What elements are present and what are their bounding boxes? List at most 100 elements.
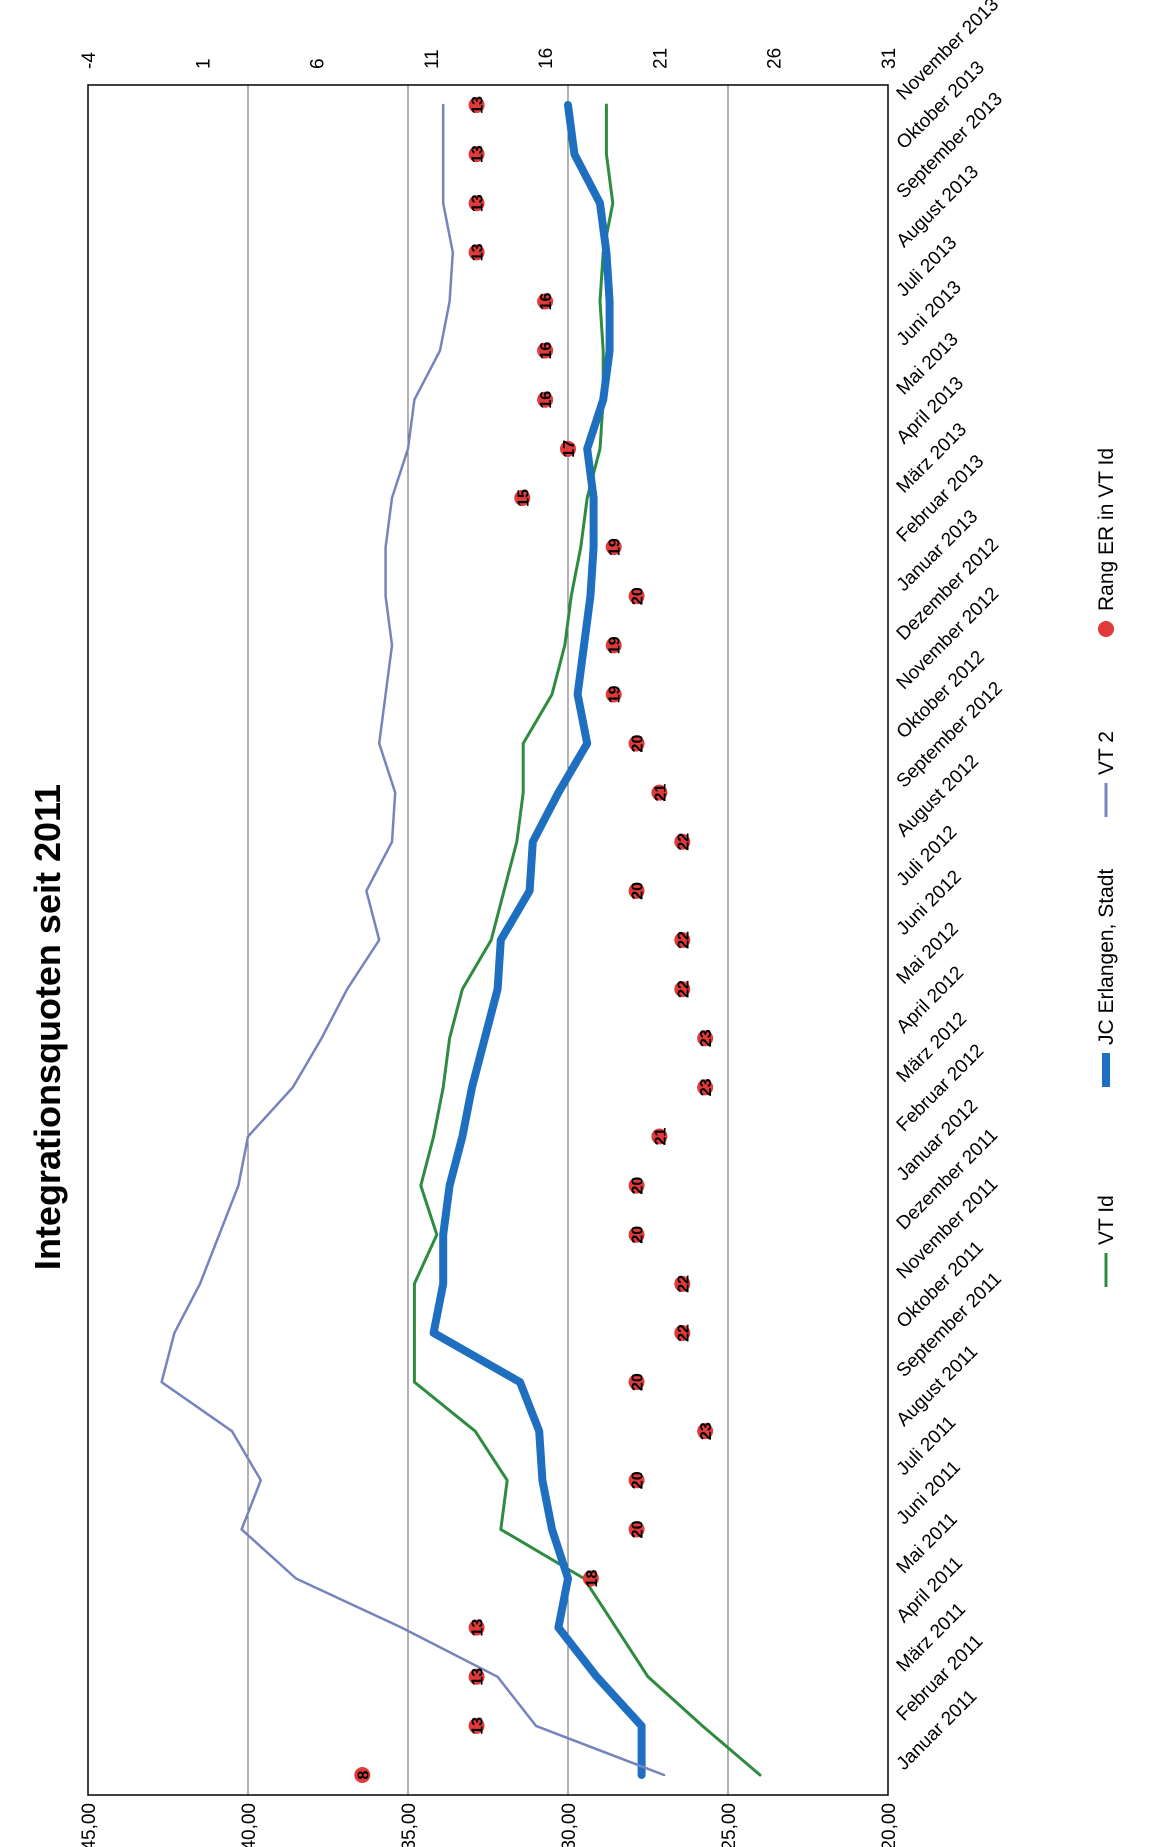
legend: VT Id JC Erlangen, Stadt VT 2 Rang ER in VT… xyxy=(1095,448,1118,1287)
rank-marker xyxy=(651,1128,668,1145)
rank-label: 23 xyxy=(698,1422,715,1440)
y2-axis-ticks: -4 1 6 11 16 21 26 31 xyxy=(79,48,900,69)
rank-label: 19 xyxy=(607,685,624,703)
legend-marker xyxy=(1098,621,1114,637)
rank-label: 22 xyxy=(675,931,692,949)
rank-marker xyxy=(628,882,645,899)
rank-label: 22 xyxy=(675,1275,692,1293)
rank-marker xyxy=(674,833,691,850)
rank-marker xyxy=(628,588,645,605)
rank-marker xyxy=(605,637,622,654)
rank-marker xyxy=(468,146,485,163)
y2-tick-label: 31 xyxy=(879,48,900,69)
rank-marker xyxy=(537,293,554,310)
rank-label: 20 xyxy=(630,1177,647,1195)
rank-label: 22 xyxy=(675,1324,692,1342)
rank-label: 13 xyxy=(470,194,487,212)
rank-label: 21 xyxy=(652,784,669,802)
rank-marker xyxy=(628,1226,645,1243)
rank-marker xyxy=(628,1521,645,1538)
rank-marker xyxy=(628,735,645,752)
rank-label: 20 xyxy=(630,735,647,753)
series-line-jc-erlangen-stadt xyxy=(429,101,646,1779)
rank-marker xyxy=(537,391,554,408)
y2-tick-label: -4 xyxy=(79,52,100,69)
rank-marker xyxy=(651,784,668,801)
series-line-vt-2 xyxy=(160,103,666,1777)
y2-tick-label: 6 xyxy=(308,58,329,69)
rank-label: 16 xyxy=(538,391,555,409)
rank-marker xyxy=(560,440,576,457)
rank-marker xyxy=(468,1717,485,1734)
y2-tick-label: 26 xyxy=(765,48,786,69)
y2-tick-label: 21 xyxy=(650,48,671,69)
y-tick-label: 45,00 xyxy=(79,1803,100,1847)
legend-label: VT 2 xyxy=(1095,731,1118,775)
y2-tick-label: 1 xyxy=(193,58,214,69)
rank-label: 13 xyxy=(470,1717,487,1735)
legend-label: Rang ER in VT Id xyxy=(1095,448,1118,611)
rank-marker xyxy=(628,1374,645,1391)
rank-marker xyxy=(628,1472,645,1489)
rank-marker xyxy=(582,1570,599,1587)
rank-label: 23 xyxy=(698,1078,715,1096)
rank-marker xyxy=(674,932,691,948)
rank-label: 16 xyxy=(538,292,555,310)
rank-label: 15 xyxy=(515,489,532,507)
rank-label: 13 xyxy=(470,96,487,114)
rank-label: 13 xyxy=(470,243,487,261)
plot-area-border xyxy=(87,84,889,1796)
rank-marker xyxy=(468,97,485,113)
rank-label: 8 xyxy=(355,1770,372,1779)
rank-marker xyxy=(468,1668,485,1685)
rank-marker xyxy=(537,342,554,359)
legend-label: JC Erlangen, Stadt xyxy=(1095,869,1118,1045)
rank-label: 13 xyxy=(470,1668,487,1686)
series-lines xyxy=(160,101,762,1779)
rank-label: 20 xyxy=(630,1520,647,1538)
rank-label: 18 xyxy=(584,1570,601,1588)
rank-marker xyxy=(605,686,622,703)
rank-label: 13 xyxy=(470,145,487,163)
rank-marker xyxy=(674,1324,691,1341)
rank-marker xyxy=(674,981,691,998)
rank-marker xyxy=(468,244,485,261)
y-tick-label: 35,00 xyxy=(399,1803,420,1847)
rank-label: 13 xyxy=(470,1619,487,1637)
rank-label: 20 xyxy=(630,587,647,605)
rank-label: 19 xyxy=(607,636,624,654)
rank-label: 20 xyxy=(630,1373,647,1391)
y2-tick-label: 16 xyxy=(536,48,557,69)
y-axis-ticks: 20,00 25,00 30,00 35,00 40,00 45,00 xyxy=(79,1803,900,1847)
chart-title: Integrationsquoten seit 2011 xyxy=(27,784,68,1270)
y-tick-label: 20,00 xyxy=(879,1803,900,1847)
rank-marker xyxy=(468,1619,485,1636)
y2-tick-label: 11 xyxy=(422,49,443,69)
rank-label: 21 xyxy=(652,1127,669,1145)
rank-marker xyxy=(514,489,531,506)
y-tick-label: 30,00 xyxy=(559,1803,580,1847)
y-tick-label: 40,00 xyxy=(239,1803,260,1847)
rank-label: 20 xyxy=(630,1226,647,1244)
rank-label: 22 xyxy=(675,833,692,851)
y-tick-label: 25,00 xyxy=(719,1803,740,1847)
rank-marker xyxy=(697,1030,714,1047)
rank-marker xyxy=(628,1177,645,1194)
legend-label: VT Id xyxy=(1095,1195,1118,1245)
rank-label: 20 xyxy=(630,1471,647,1489)
rank-marker xyxy=(605,539,622,556)
rank-marker xyxy=(697,1423,714,1440)
rank-label: 17 xyxy=(561,440,578,458)
rank-label: 23 xyxy=(698,1029,715,1047)
rank-label: 22 xyxy=(675,980,692,998)
rank-marker xyxy=(354,1767,371,1783)
rank-marker xyxy=(674,1275,691,1292)
rank-marker xyxy=(468,195,485,212)
rank-label: 20 xyxy=(630,882,647,900)
rank-label: 16 xyxy=(538,342,555,360)
rank-marker xyxy=(697,1079,714,1096)
rank-label: 19 xyxy=(607,538,624,556)
rank-markers: 8 13 13 13 18 20 20 23 20 22 22 20 20 21 23 23 22 22 20 22 2… xyxy=(354,96,715,1783)
